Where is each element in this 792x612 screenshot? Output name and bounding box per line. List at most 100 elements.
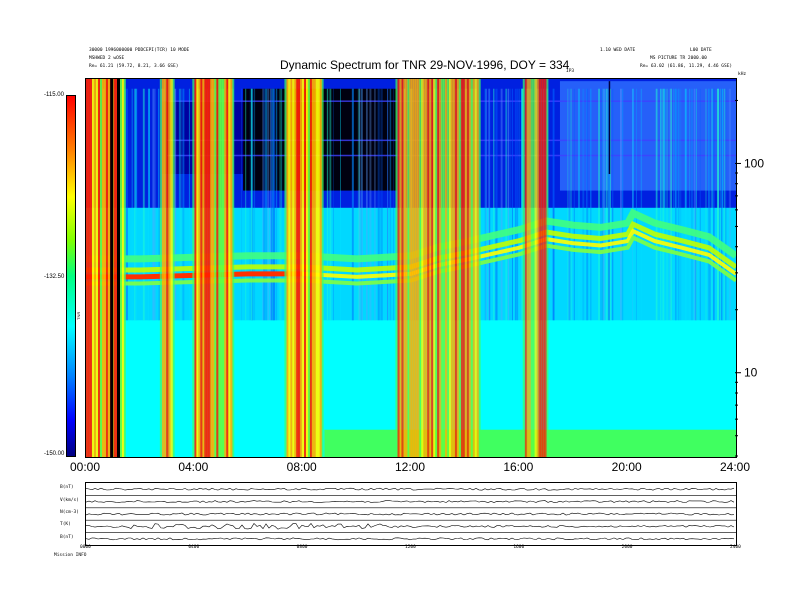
texture-streak [705,88,707,321]
radio-burst [470,79,474,457]
x-tick-label: 08:00 [286,460,317,474]
burst-edge [321,79,324,457]
radio-burst [89,79,93,457]
texture-streak [357,88,360,321]
texture-streak [393,88,395,321]
radio-burst [528,79,532,457]
radio-burst [97,79,101,457]
texture-streak [723,88,726,321]
spectrogram [86,79,736,457]
radio-burst [196,79,199,457]
texture-streak [174,88,177,321]
header-mid-label: IP3 [566,69,575,74]
texture-streak [369,88,372,321]
texture-streak [377,88,380,321]
texture-streak [521,88,524,321]
texture-streak [180,88,182,321]
texture-streak [241,88,243,321]
texture-streak [516,88,519,321]
radio-burst [413,79,416,457]
texture-streak [514,88,516,321]
data-gap-line [117,79,120,457]
texture-streak [267,88,269,321]
param-x-tick-label: 1200 [405,545,416,550]
radio-burst [441,79,444,457]
radio-burst [431,79,434,457]
radio-burst [405,79,408,457]
texture-streak [724,88,727,321]
plasma-line [86,220,736,273]
radio-burst [200,79,203,457]
texture-streak [188,88,191,321]
header-right-line3: MS PICTURE TR 2000.00 [650,56,707,61]
texture-streak [273,88,276,321]
param-row-label: B(nT) [60,485,74,491]
radio-burst [319,79,323,457]
texture-streak [360,88,363,321]
texture-streak [507,88,510,321]
radio-burst [214,79,217,457]
radio-burst [164,79,167,457]
radio-burst [401,79,404,457]
texture-streak [326,88,329,321]
burst-edge [232,79,235,457]
texture-streak [573,88,575,321]
texture-streak [720,88,723,321]
data-gap-line [110,79,114,457]
texture-streak [711,88,714,321]
radio-burst [397,79,400,457]
texture-streak [509,88,511,321]
radio-burst [411,79,414,457]
x-axis: 00:00 04:00 08:00 12:00 16:00 20:00 24:00 [70,458,750,474]
radio-burst [103,79,107,457]
colorbar [66,95,76,457]
param-row-label: V(km/s) [60,497,79,503]
texture-streak [178,88,181,321]
radio-burst [433,79,436,457]
texture-streak [663,88,666,321]
texture-streak [381,88,383,321]
texture-streak [245,88,247,321]
radio-burst [443,79,446,457]
radio-burst [427,79,430,457]
radio-burst [540,79,543,457]
radio-burst [452,79,456,457]
texture-streak [720,88,721,321]
texture-streak [691,88,693,321]
radio-burst [450,79,454,457]
texture-streak [386,88,389,321]
texture-streak [577,88,580,321]
params-traces [86,487,736,541]
param-row-label: T(K) [60,522,71,528]
radio-burst [409,79,412,457]
texture-streak [152,88,155,321]
texture-streak [511,88,513,321]
texture-streak [583,88,585,321]
burst-edge [522,79,525,457]
texture-streak [666,88,668,321]
texture-streak [521,88,524,321]
texture-streak [358,88,360,321]
texture-streak [488,88,490,321]
radio-burst [166,79,169,457]
texture-streak [521,88,524,321]
param-x-tick-label: 0000 [80,545,91,550]
radio-burst [307,79,311,457]
burst-edge [284,79,287,457]
texture-streak [251,88,254,321]
texture-streak [609,88,612,321]
radio-burst [538,79,542,457]
texture-streak [689,88,691,321]
texture-streak [249,88,251,321]
texture-streak [505,88,508,321]
param-x-tick-label: 0800 [296,545,308,550]
header-left-line1: 30000 1996000000 PDDCEPI(TCR) 10 MODE [89,48,190,53]
radio-burst [286,79,289,457]
texture-streak [607,88,610,321]
radio-burst [407,79,410,457]
colorbar-unit-label: TNR [76,311,81,320]
radio-burst [425,79,428,457]
burst-edge [546,79,549,457]
radio-burst [220,79,223,457]
radio-burst [113,79,117,457]
